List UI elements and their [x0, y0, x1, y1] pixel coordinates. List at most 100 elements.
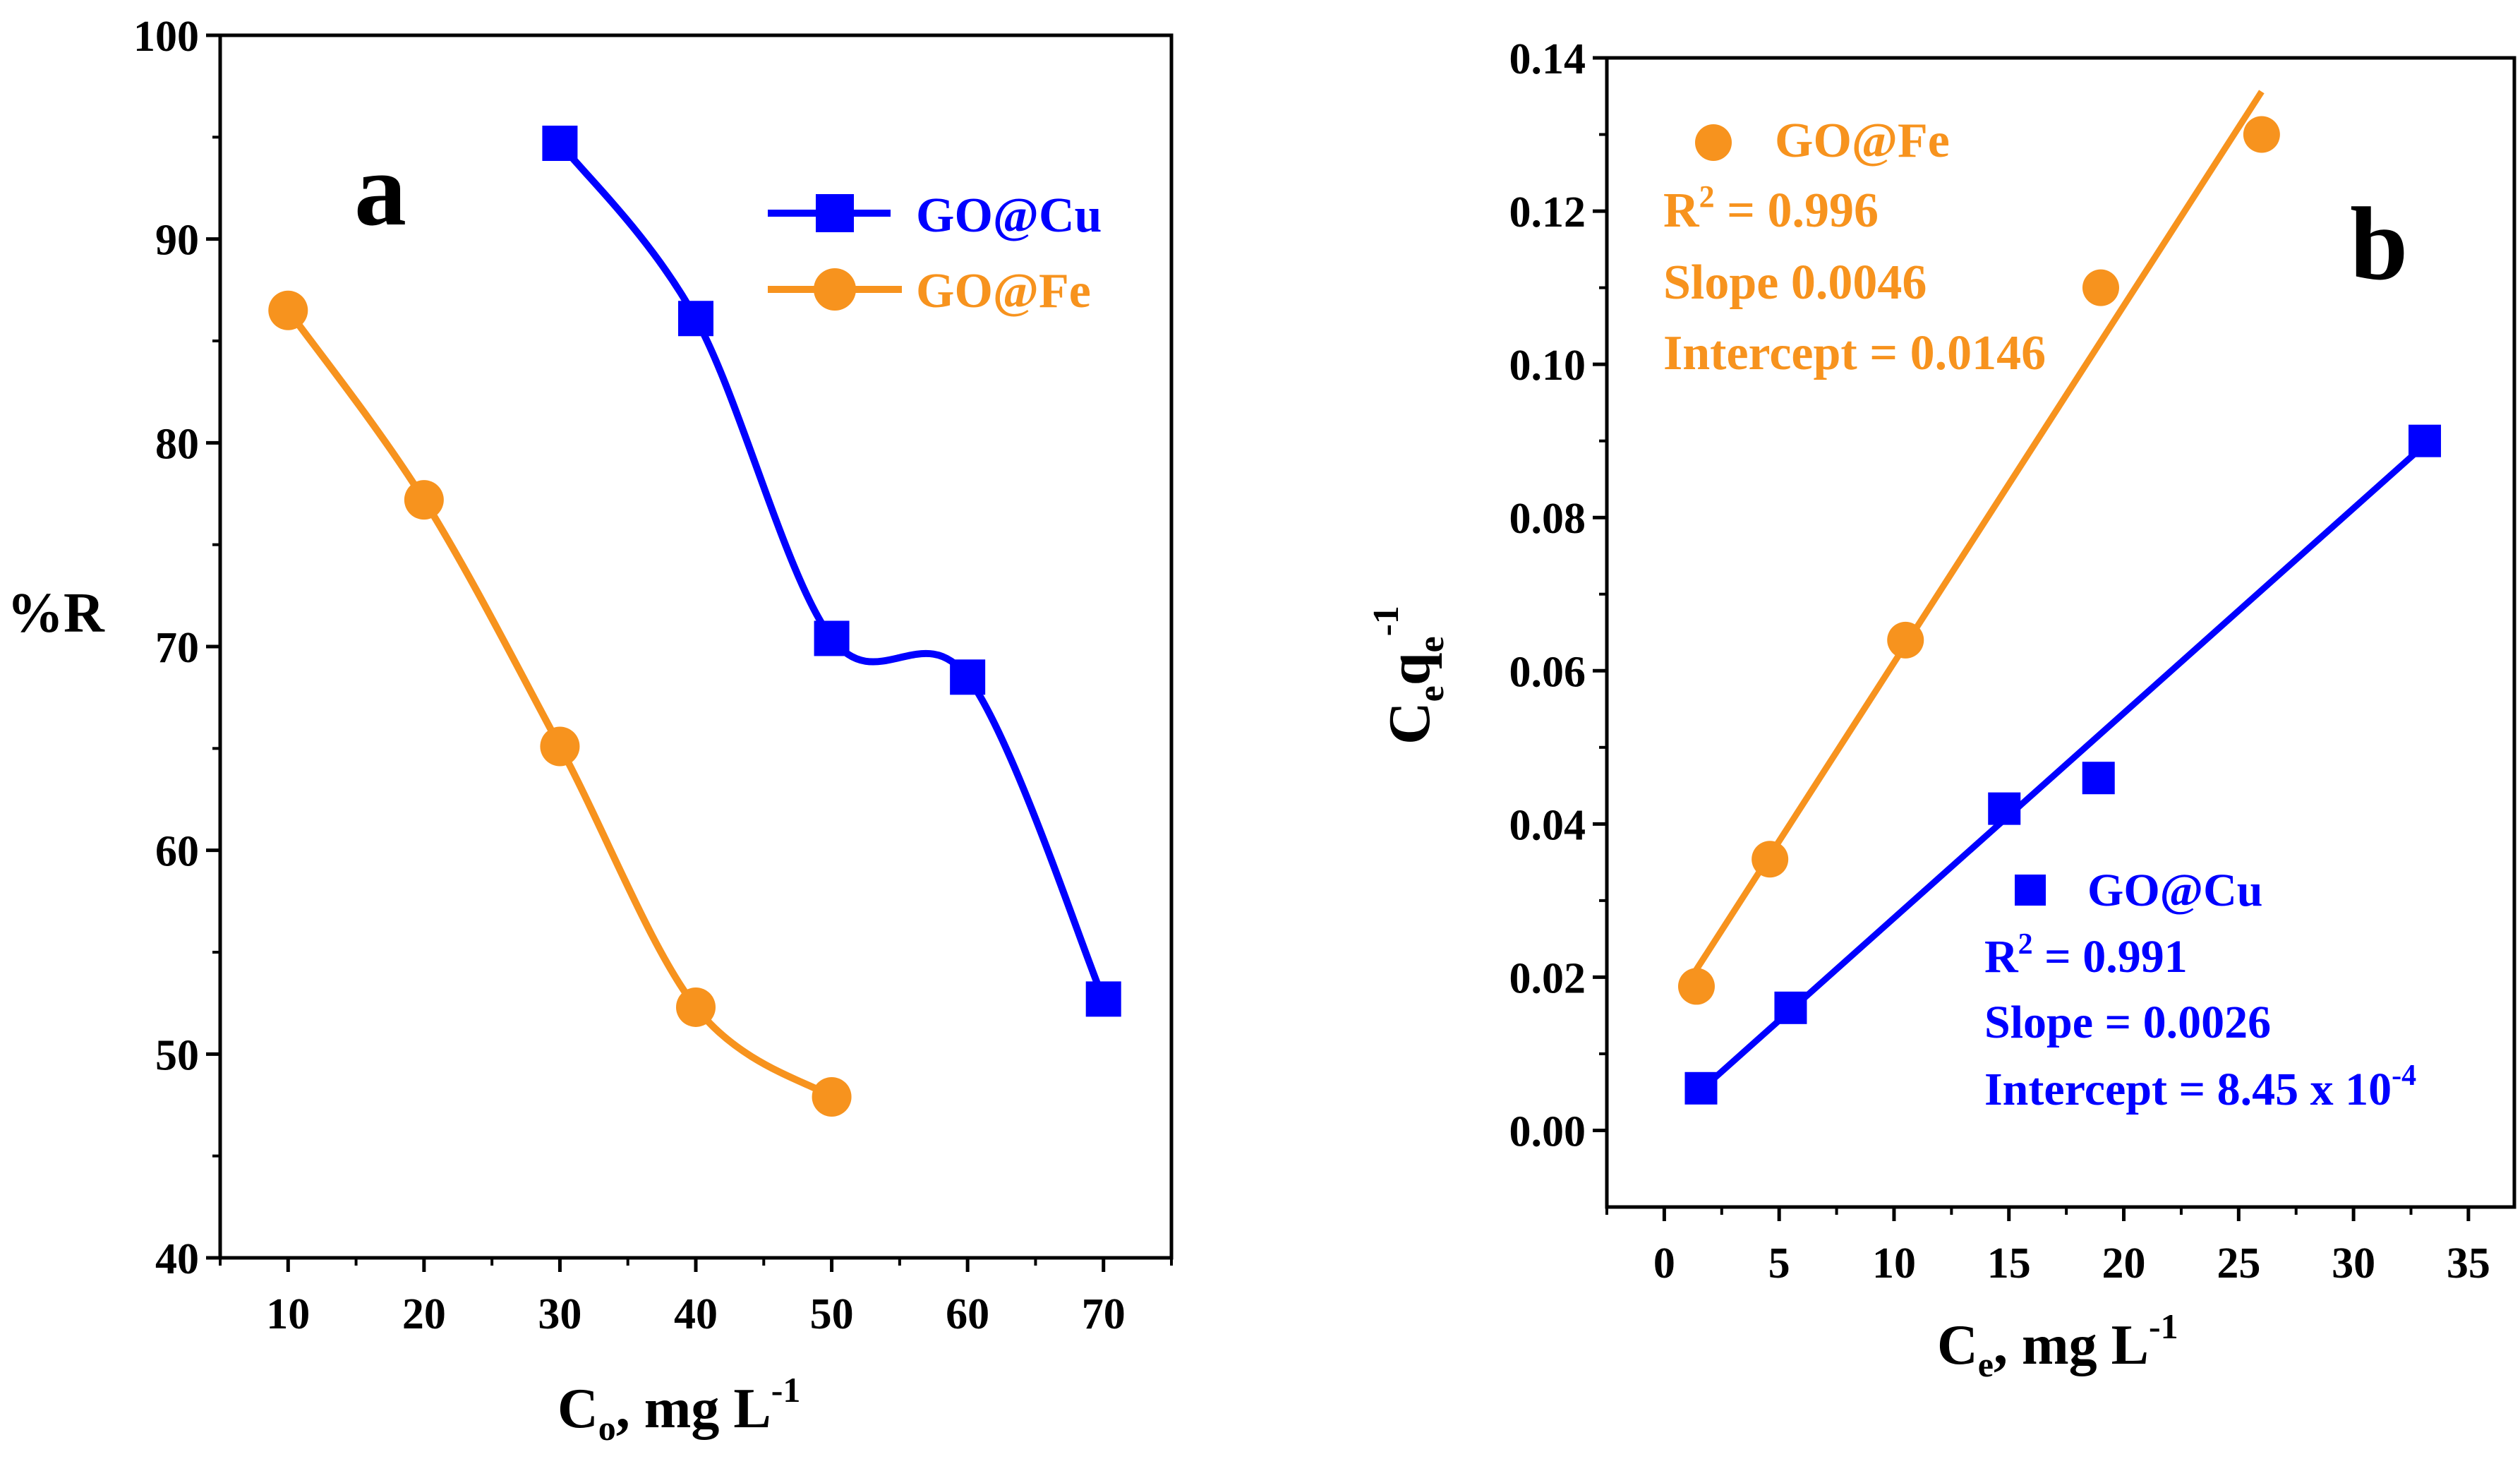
- panel-b-point-go-fe-4-6: [1752, 841, 1789, 878]
- panel-a-point-go-cu-30: [542, 125, 578, 161]
- panel-b-y-ticks: 0.00 0.02 0.04 0.06 0.08 0.10 0.12 0.14: [1509, 35, 1607, 1155]
- go-fe-slope: Slope 0.0046: [1663, 256, 1927, 310]
- panel-a-point-go-fe-40: [676, 987, 716, 1027]
- go-fe-intercept: Intercept = 0.0146: [1663, 326, 2046, 380]
- panel-a-y-tick-label-50: 50: [155, 1031, 199, 1079]
- panel-a-point-go-fe-30: [540, 726, 580, 767]
- panel-b-x-tick-label-20: 20: [2102, 1239, 2146, 1287]
- panel-a-x-tick-label-50: 50: [810, 1290, 854, 1338]
- panel-a-y-tick-label-70: 70: [155, 624, 199, 672]
- go-cu-annotation-marker: [2015, 875, 2046, 906]
- panel-a-y-ticks: 40 50 60 70 80 90 100: [133, 13, 220, 1283]
- go-cu-annotation: GO@Cu R2 = 0.991 Slope = 0.0026 Intercep…: [1984, 865, 2416, 1115]
- panel-b-fit-line-go-fe: [1687, 90, 2265, 983]
- panel-a-chart: 10 20 30 40 50 60 70 40 50 60 70 80 90 100 a %R Co, …: [7, 13, 1174, 1448]
- panel-a-point-go-fe-50: [812, 1076, 852, 1117]
- go-fe-r2: R2 = 0.996: [1663, 179, 1879, 238]
- panel-a-point-go-cu-70: [1085, 981, 1121, 1017]
- panel-a-x-tick-label-40: 40: [674, 1290, 718, 1338]
- panel-b-x-label-main: C: [1937, 1314, 1978, 1376]
- panel-a-point-go-cu-50: [814, 620, 850, 656]
- panel-b-y-tick-label-0-12: 0.12: [1509, 188, 1586, 236]
- panel-a-x-label-sup: -1: [771, 1370, 801, 1410]
- go-fe-r2-value: = 0.996: [1715, 184, 1879, 238]
- panel-a-y-tick-label-60: 60: [155, 828, 199, 876]
- panel-b-point-go-cu-33-1: [2409, 424, 2442, 457]
- panel-b-point-go-cu-18-9: [2082, 762, 2115, 795]
- panel-b-y-label-c: C: [1377, 702, 1442, 745]
- panel-a-x-tick-label-70: 70: [1082, 1290, 1126, 1338]
- panel-b-x-ticks: 0 5 10 15 20 25 30 35: [1605, 1207, 2490, 1287]
- panel-b-y-tick-label-0-02: 0.02: [1509, 954, 1586, 1002]
- go-fe-r2-sup: 2: [1699, 179, 1715, 214]
- panel-b-x-tick-label-25: 25: [2217, 1239, 2260, 1287]
- panel-b-fit-line-go-cu: [1696, 442, 2428, 1095]
- panel-b-chart: 0 5 10 15 20 25 30 35 0.000.020.040.060.080.100…: [1366, 35, 2516, 1384]
- panel-a-x-ticks: 10 20 30 40 50 60 70: [219, 1258, 1173, 1338]
- go-cu-r2-value: = 0.991: [2033, 931, 2188, 983]
- panel-a-y-tick-label-80: 80: [155, 420, 199, 468]
- go-cu-intercept: Intercept = 8.45 x 10-4: [1984, 1059, 2416, 1115]
- panel-b-point-go-cu-5-5: [1774, 991, 1807, 1024]
- panel-b-y-tick-label-0-08: 0.08: [1509, 495, 1586, 543]
- panel-b-point-go-fe-1-4: [1677, 968, 1715, 1005]
- panel-a-label: a: [354, 132, 406, 248]
- panel-b-y-tick-label-0-06: 0.06: [1509, 648, 1586, 696]
- panel-b-y-tick-label-0: 0.00: [1509, 1107, 1586, 1155]
- panel-b-x-label-sub: e: [1978, 1345, 1994, 1384]
- panel-a-point-go-cu-40: [678, 301, 713, 337]
- panel-a-curve-go-fe: [285, 308, 834, 1100]
- panel-b-y-tick-label-0-14: 0.14: [1509, 35, 1586, 83]
- go-cu-r2-sup: 2: [2018, 928, 2033, 961]
- legend-label-go-cu: GO@Cu: [916, 188, 1102, 243]
- panel-b-x-axis-label: Ce, mg L-1: [1937, 1307, 2178, 1384]
- panel-b-x-label-rest: , mg L: [1994, 1314, 2149, 1376]
- go-cu-slope: Slope = 0.0026: [1984, 997, 2271, 1048]
- panel-b-series: [1677, 90, 2442, 1105]
- panel-a-x-axis-label: Co, mg L-1: [557, 1370, 800, 1448]
- panel-b-point-go-fe-10-5: [1887, 621, 1924, 659]
- go-cu-r2-prefix: R: [1984, 931, 2019, 983]
- panel-b-x-tick-label-30: 30: [2332, 1239, 2375, 1287]
- legend-marker-go-fe: [814, 268, 856, 311]
- panel-b-x-tick-label-15: 15: [1987, 1239, 2031, 1287]
- panel-b-label: b: [2350, 186, 2408, 302]
- go-cu-r2: R2 = 0.991: [1984, 928, 2188, 983]
- panel-a-y-axis-label: %R: [7, 582, 105, 644]
- legend-label-go-fe: GO@Fe: [916, 264, 1091, 318]
- panel-a-point-go-cu-60: [950, 659, 986, 695]
- panel-b-x-tick-label-5: 5: [1768, 1239, 1790, 1287]
- go-fe-annotation: GO@Fe R2 = 0.996 Slope 0.0046 Intercept …: [1663, 114, 2046, 380]
- panel-a-y-tick-label-100: 100: [133, 13, 199, 61]
- panel-b-x-label-sup: -1: [2149, 1307, 2178, 1346]
- panel-b-y-label-e1: e: [1411, 685, 1452, 702]
- panel-b-y-label-e2: e: [1411, 636, 1452, 652]
- panel-a-series: [268, 125, 1121, 1117]
- panel-b-y-axis-label: Ceqe -1: [1366, 606, 1452, 745]
- go-cu-annotation-name: GO@Cu: [2087, 865, 2262, 916]
- panel-b-x-tick-label-35: 35: [2447, 1239, 2490, 1287]
- panel-a-x-tick-label-30: 30: [538, 1290, 581, 1338]
- panel-a-y-tick-label-90: 90: [155, 217, 199, 265]
- panel-a-x-tick-label-20: 20: [402, 1290, 446, 1338]
- panel-a-x-label-rest: , mg L: [616, 1378, 771, 1440]
- panel-b-point-go-fe-26: [2243, 116, 2280, 153]
- go-fe-annotation-marker: [1695, 124, 1732, 161]
- panel-b-x-tick-label-10: 10: [1872, 1239, 1916, 1287]
- go-fe-annotation-name: GO@Fe: [1775, 114, 1950, 168]
- go-cu-intercept-text: Intercept = 8.45 x 10: [1984, 1064, 2392, 1115]
- panel-a-legend: GO@Cu GO@Fe: [768, 188, 1102, 318]
- panel-a-x-tick-label-60: 60: [946, 1290, 989, 1338]
- panel-b-x-tick-label-0: 0: [1653, 1239, 1675, 1287]
- panel-b-y-tick-label-0-04: 0.04: [1509, 801, 1586, 849]
- panel-b-point-go-fe-19: [2082, 269, 2119, 306]
- panel-b-plot-frame: [1605, 56, 2516, 1209]
- go-cu-intercept-sup: -4: [2392, 1059, 2416, 1092]
- legend-marker-go-cu: [816, 194, 854, 232]
- panel-b-y-label-sup: -1: [1366, 606, 1406, 636]
- panel-a-point-go-fe-20: [404, 480, 444, 520]
- panel-a-x-label-sub: o: [598, 1408, 616, 1448]
- panel-a-point-go-fe-10: [268, 290, 308, 330]
- go-fe-r2-prefix: R: [1663, 184, 1700, 238]
